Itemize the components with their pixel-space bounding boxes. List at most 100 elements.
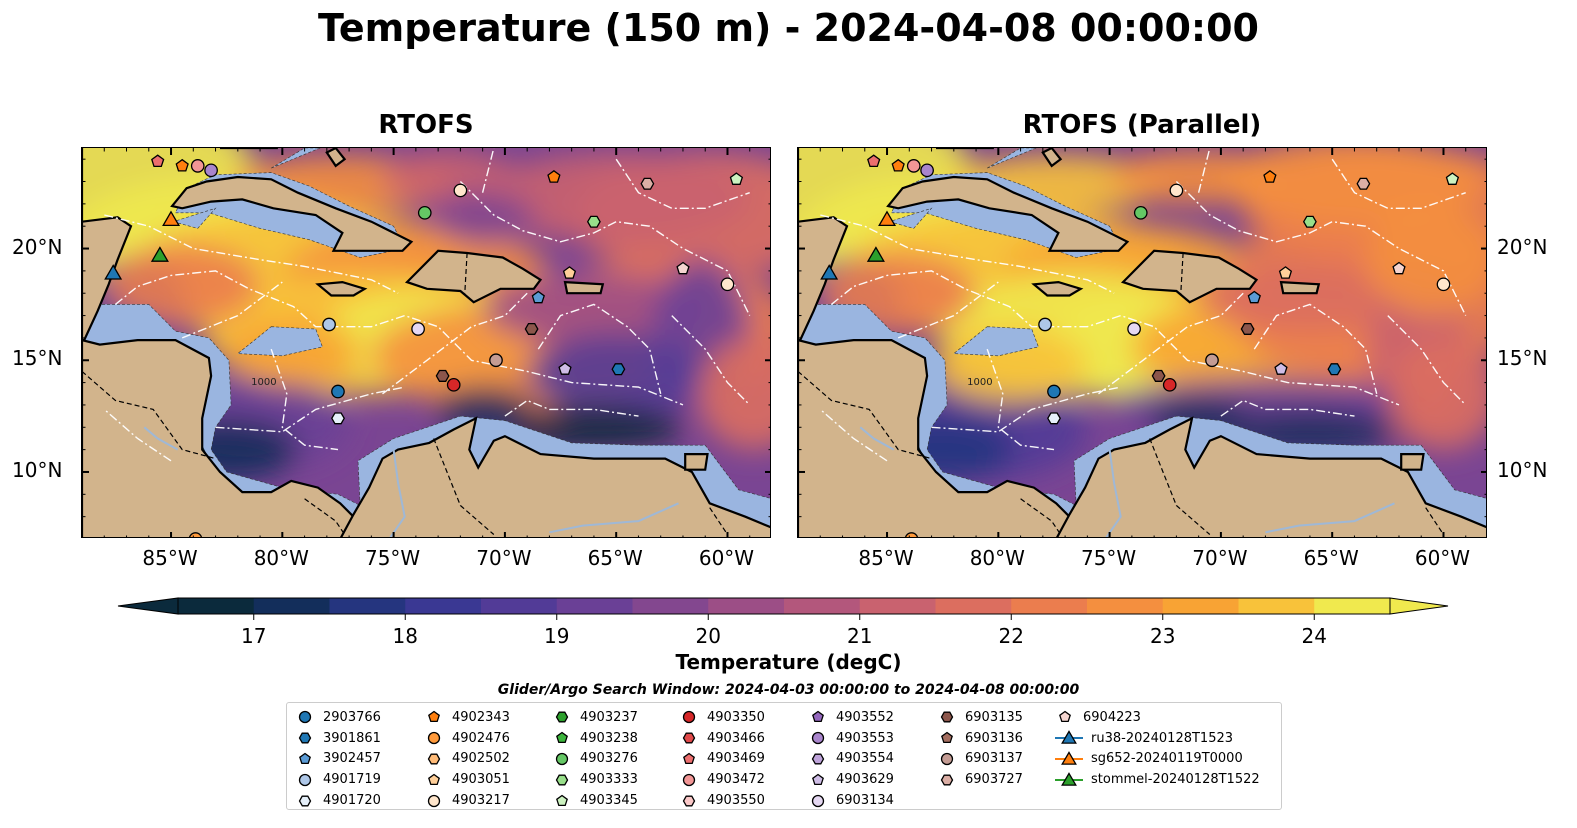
legend-item: 2903766 [295, 707, 381, 728]
float-marker[interactable] [1445, 172, 1460, 185]
legend-item: stommel-20240128T1522 [1055, 769, 1260, 790]
float-marker[interactable] [1274, 362, 1288, 375]
float-marker[interactable] [558, 362, 572, 375]
float-marker[interactable] [1263, 169, 1277, 183]
float-marker[interactable] [720, 277, 735, 292]
legend-item: 4902502 [424, 749, 510, 770]
legend-column: 6903135 6903136 6903137 6903727 [937, 707, 1023, 790]
legend-item-label: 4903472 [707, 772, 765, 788]
circle-marker-icon [555, 752, 569, 766]
float-marker[interactable] [1205, 353, 1219, 368]
float-marker[interactable] [547, 169, 561, 183]
colorbar-segment [1314, 598, 1391, 614]
float-marker[interactable] [1247, 290, 1261, 304]
contour-label: 1000 [251, 377, 276, 388]
float-marker[interactable] [640, 177, 655, 190]
legend-item: 4903553 [808, 728, 894, 749]
legend-item-label: 4902476 [452, 730, 510, 746]
legend-item: 4901719 [295, 769, 381, 790]
float-marker[interactable] [524, 322, 539, 335]
float-marker[interactable] [1302, 215, 1317, 228]
float-marker[interactable] [331, 384, 345, 399]
float-marker[interactable] [562, 266, 577, 279]
float-marker[interactable] [175, 158, 189, 172]
float-marker[interactable] [331, 412, 345, 425]
float-marker[interactable] [104, 264, 123, 280]
float-marker[interactable] [878, 210, 897, 227]
float-marker[interactable] [151, 154, 165, 168]
legend-item: 6903136 [937, 728, 1023, 749]
map-panel-rtofs-parallel[interactable]: 1000 [797, 147, 1487, 538]
float-marker[interactable] [820, 264, 839, 280]
colorbar-segment [481, 598, 558, 614]
float-marker[interactable] [531, 290, 545, 304]
pentagon-marker-icon [683, 752, 695, 765]
colorbar-segment [1162, 598, 1239, 614]
float-marker[interactable] [1151, 369, 1166, 382]
float-marker[interactable] [729, 172, 744, 185]
float-marker[interactable] [867, 154, 881, 168]
contour-label: 1000 [967, 377, 992, 388]
float-marker[interactable] [866, 246, 885, 262]
float-marker[interactable] [904, 532, 919, 538]
float-marker[interactable] [489, 353, 503, 368]
legend-item-label: ru38-20240128T1523 [1091, 730, 1234, 746]
float-marker[interactable] [611, 363, 626, 376]
float-marker[interactable] [1047, 412, 1061, 425]
float-marker[interactable] [1162, 377, 1177, 392]
circle-marker-icon [427, 794, 441, 807]
float-marker[interactable] [188, 532, 203, 538]
float-marker[interactable] [453, 183, 468, 198]
pentagon-marker-icon [428, 711, 440, 723]
float-marker[interactable] [1038, 317, 1052, 332]
pentagon-marker-icon [299, 752, 311, 765]
float-marker[interactable] [1127, 322, 1141, 336]
lat-tick-label-left: 15°N [12, 346, 63, 371]
float-marker[interactable] [1327, 363, 1342, 376]
legend-column: 6904223 ru38-20240128T1523 sg652-20240119T… [1055, 707, 1260, 790]
circle-marker-icon [682, 773, 696, 786]
float-marker[interactable] [1047, 384, 1061, 399]
float-marker[interactable] [1436, 277, 1451, 292]
float-marker[interactable] [920, 163, 934, 178]
float-marker[interactable] [1133, 205, 1148, 220]
float-marker[interactable] [891, 158, 905, 172]
map-panel-rtofs[interactable]: 1000 [81, 147, 771, 538]
legend-item-label: 4903276 [580, 751, 638, 767]
legend-item: 6903134 [808, 790, 894, 811]
legend-item-label: 6903135 [965, 709, 1023, 725]
float-marker[interactable] [435, 369, 450, 382]
float-marker[interactable] [906, 159, 921, 173]
float-marker[interactable] [446, 377, 461, 392]
float-marker[interactable] [417, 205, 432, 220]
colorbar [117, 597, 1449, 620]
legend-item: 4902343 [424, 707, 510, 728]
float-marker[interactable] [1169, 183, 1184, 198]
float-marker[interactable] [1240, 322, 1255, 335]
legend-item: 4903333 [552, 769, 638, 790]
legend-item: 6903137 [937, 749, 1023, 770]
pentagon-marker-icon [812, 711, 824, 723]
legend-item: 4903472 [679, 769, 765, 790]
lon-tick-label: 70°W [1192, 546, 1248, 570]
colorbar-tick-label: 18 [392, 624, 418, 648]
float-marker[interactable] [162, 210, 181, 227]
float-marker[interactable] [676, 261, 690, 275]
float-marker[interactable] [190, 159, 205, 173]
float-marker[interactable] [586, 215, 601, 228]
circle-marker-icon [298, 711, 312, 724]
lon-tick-label: 85°W [858, 546, 914, 570]
colorbar-segment [859, 598, 936, 614]
float-marker[interactable] [1278, 266, 1293, 279]
colorbar-segment [329, 598, 406, 614]
circle-marker-icon [427, 732, 441, 745]
float-marker[interactable] [150, 246, 169, 262]
float-marker[interactable] [322, 317, 336, 332]
pentagon-marker-icon [941, 731, 953, 744]
legend-item: 4903466 [679, 728, 765, 749]
float-marker[interactable] [1356, 177, 1371, 190]
float-marker[interactable] [411, 322, 425, 336]
float-marker[interactable] [204, 163, 218, 178]
circle-marker-icon [811, 732, 825, 745]
float-marker[interactable] [1392, 261, 1406, 275]
